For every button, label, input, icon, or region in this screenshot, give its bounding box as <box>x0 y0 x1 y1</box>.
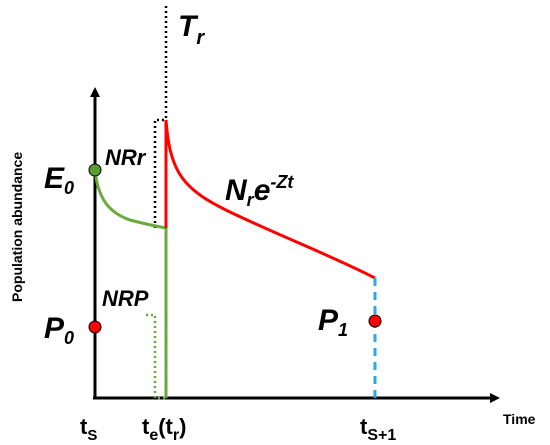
nrp-label: NRP <box>102 286 149 311</box>
red-decay-curve <box>164 119 376 280</box>
p0-label: P0 <box>44 312 74 348</box>
y-axis-label: Population abundance <box>9 152 25 302</box>
tr-label: Tr <box>178 10 205 49</box>
nrp-green-dotted <box>146 313 166 400</box>
p0-point <box>88 320 102 334</box>
nrr-label: NRr <box>105 145 147 170</box>
x-axis-label: Time <box>503 411 536 427</box>
p1-label: P1 <box>318 304 348 340</box>
decay-formula-label: Nre-Zt <box>225 172 294 210</box>
p1-point <box>368 314 382 328</box>
tick-ts1: tS+1 <box>360 414 396 444</box>
nrr-green-curve <box>93 169 167 230</box>
tr-dotted-bracket <box>153 118 166 228</box>
tick-ts: tS <box>80 414 97 444</box>
tick-te: te(tr) <box>142 414 186 444</box>
e0-point <box>88 163 102 177</box>
e0-label: E0 <box>44 162 74 198</box>
